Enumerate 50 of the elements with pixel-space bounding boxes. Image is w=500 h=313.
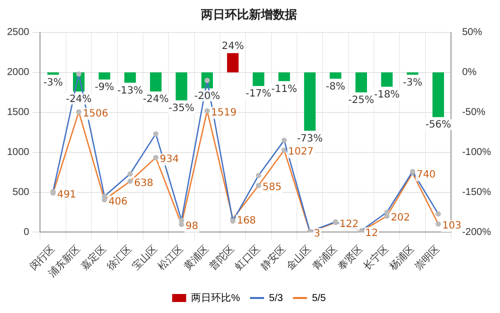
data-label: -8% [326, 81, 346, 92]
y-tick-label: 2500 [6, 27, 30, 38]
data-label: -17% [246, 88, 272, 100]
data-label: -24% [142, 94, 169, 106]
data-label: 638 [134, 178, 154, 189]
data-label: 1506 [82, 108, 108, 120]
y-tick-label: 1500 [6, 107, 30, 118]
data-label: 24% [222, 40, 244, 52]
y2-tick-label: -150% [462, 187, 492, 198]
data-label: -13% [117, 85, 144, 96]
data-label: 98 [185, 220, 198, 232]
data-label: 491 [57, 190, 76, 201]
data-label: -3% [43, 77, 63, 88]
y2-tick-label: -100% [462, 147, 492, 158]
data-label: 168 [236, 215, 256, 226]
legend-label: 5/3 [269, 292, 284, 304]
data-label: -25% [348, 94, 374, 106]
data-label: -3% [402, 77, 422, 88]
y-tick-label: 1000 [6, 147, 30, 158]
legend-label: 5/5 [312, 292, 326, 304]
data-label: 122 [340, 219, 359, 230]
x-tick-label: 静安区 [258, 243, 288, 273]
data-label: 202 [390, 212, 410, 224]
data-label: 740 [416, 170, 436, 181]
data-label: -20% [194, 90, 220, 102]
y2-tick-label: -50% [462, 107, 486, 118]
y-tick-label: 2000 [6, 67, 30, 78]
data-label: 12 [365, 228, 378, 239]
data-label: -73% [296, 133, 323, 144]
data-label: 3 [314, 228, 320, 240]
data-label: 1519 [211, 107, 237, 118]
data-label: -18% [374, 89, 400, 100]
data-label: 585 [262, 182, 282, 194]
data-label: -9% [94, 82, 114, 94]
y2-tick-label: 50% [462, 27, 482, 38]
data-label: -35% [168, 102, 194, 114]
data-label: -56% [425, 120, 452, 131]
chart-title: 两日环比新增数据 [200, 7, 297, 22]
y-tick-label: 500 [12, 187, 30, 198]
data-label: 1027 [288, 146, 314, 158]
data-label: -24% [66, 94, 92, 106]
data-label: 103 [442, 220, 462, 232]
data-label: 406 [108, 196, 128, 208]
y2-tick-label: 0% [462, 67, 477, 78]
y2-tick-label: -200% [462, 226, 492, 238]
x-tick-label: 崇明区 [412, 243, 442, 273]
legend-label: 两日环比% [191, 292, 240, 304]
data-label: -11% [271, 84, 298, 95]
data-label: 934 [160, 154, 179, 166]
y-tick-label: 0 [24, 226, 30, 238]
